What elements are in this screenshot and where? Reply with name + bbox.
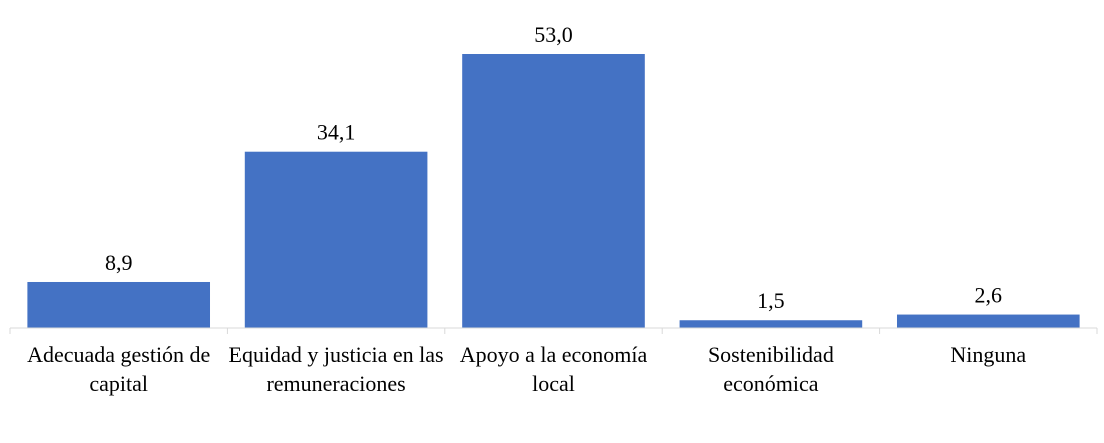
x-tick-label: Adecuada gestión de capital — [27, 342, 211, 396]
x-tick-label: Equidad y justicia en las remuneraciones — [228, 342, 444, 396]
value-label: 53,0 — [534, 22, 573, 47]
bar — [462, 54, 645, 328]
bar — [896, 314, 1080, 328]
value-label: 1,5 — [757, 288, 785, 313]
value-label: 8,9 — [105, 250, 133, 275]
x-tick-label: Ninguna — [950, 342, 1027, 367]
bar — [27, 281, 211, 328]
x-tick-label: Apoyo a la economía local — [459, 342, 648, 396]
value-label: 34,1 — [317, 120, 356, 145]
bar — [244, 151, 428, 328]
value-label: 2,6 — [975, 283, 1003, 308]
bar — [679, 320, 863, 328]
x-tick-label: Sostenibilidad económica — [707, 342, 834, 396]
